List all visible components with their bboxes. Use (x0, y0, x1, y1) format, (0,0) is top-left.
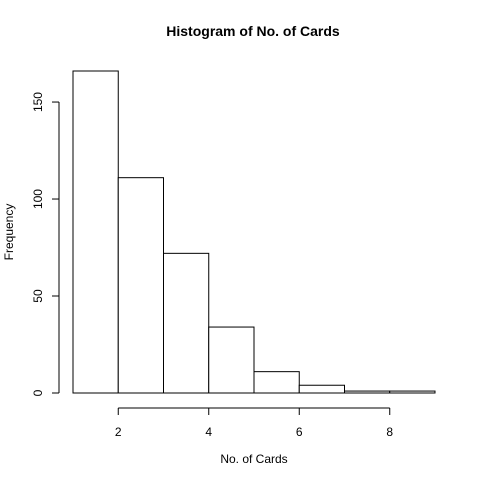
x-tick-label-2: 2 (115, 425, 122, 439)
x-tick-label-6: 6 (296, 425, 303, 439)
bars-group (72, 70, 436, 394)
histogram-bar-3 (163, 252, 210, 394)
x-axis-label: No. of Cards (220, 452, 287, 466)
histogram-bar-2 (117, 177, 164, 394)
y-axis: 0 50 100 150 (31, 92, 60, 396)
x-axis: 2 4 6 8 (115, 407, 393, 439)
histogram-bar-5 (253, 371, 300, 394)
histogram-bar-4 (208, 326, 255, 394)
y-tick-label-50: 50 (31, 289, 45, 303)
y-axis-label: Frequency (2, 204, 16, 261)
x-tick-label-8: 8 (386, 425, 393, 439)
histogram-bar-8 (389, 390, 436, 394)
y-tick-label-100: 100 (31, 189, 45, 209)
histogram-bar-6 (298, 384, 345, 394)
x-tick-label-4: 4 (205, 425, 212, 439)
y-tick-label-150: 150 (31, 92, 45, 112)
y-tick-label-0: 0 (31, 389, 45, 396)
histogram-bar-1 (72, 70, 119, 394)
histogram-bar-7 (344, 390, 391, 394)
chart-title: Histogram of No. of Cards (166, 23, 340, 39)
